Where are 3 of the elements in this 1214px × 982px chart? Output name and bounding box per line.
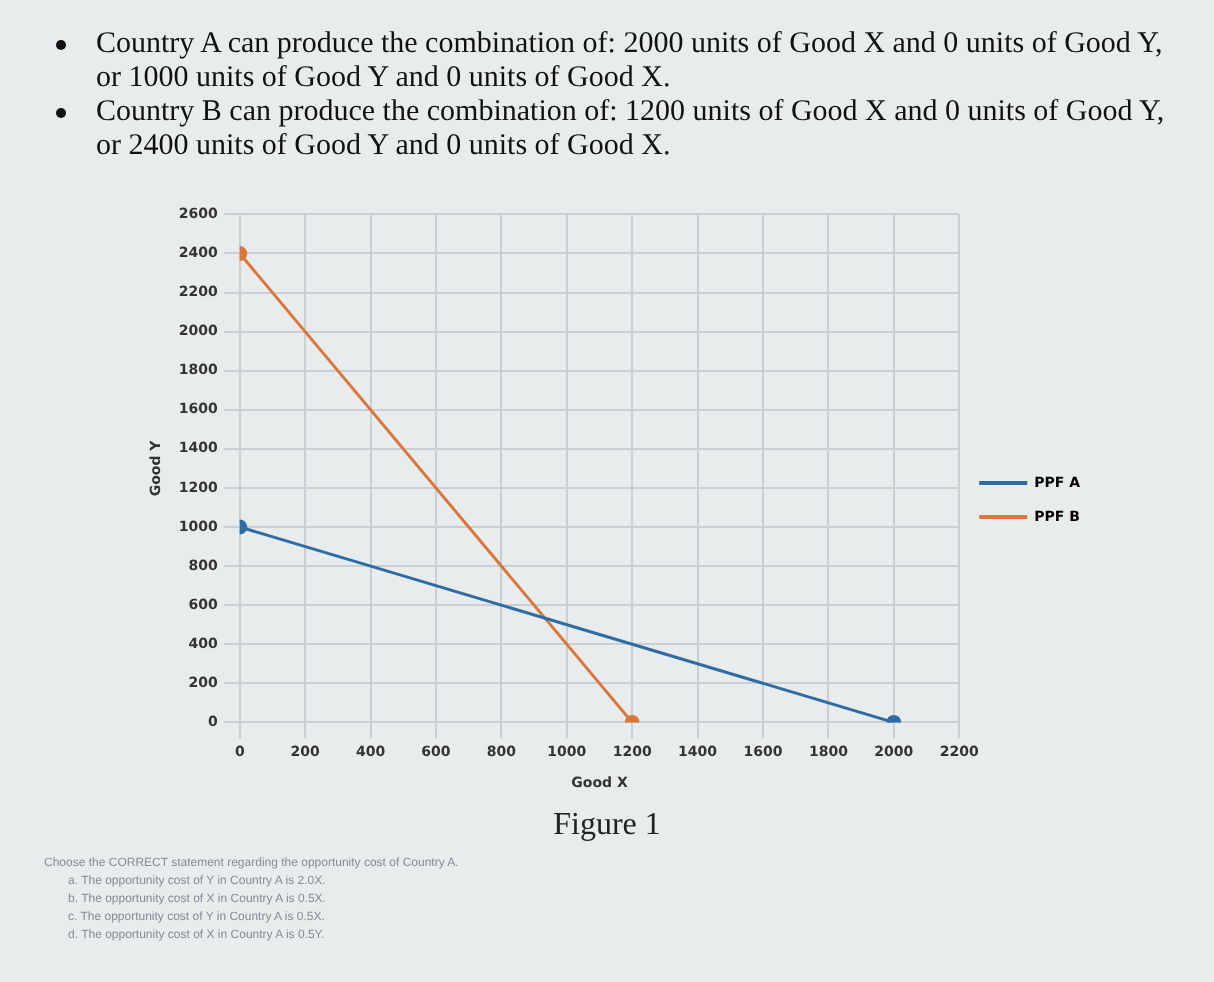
- caption: Figure 1: [551, 808, 663, 844]
- text: Country B can produce the combination of: 1200 units of Good X and 0 units of Good Y, or 2400 units of Good Y and 0 units of Good X.: [96, 96, 1167, 164]
- text: Country A can produce the combination of: 2000 units of Good X and 0 units of Good Y, or 1000 units of Good Y and 0 units of Good X.: [96, 28, 1165, 96]
